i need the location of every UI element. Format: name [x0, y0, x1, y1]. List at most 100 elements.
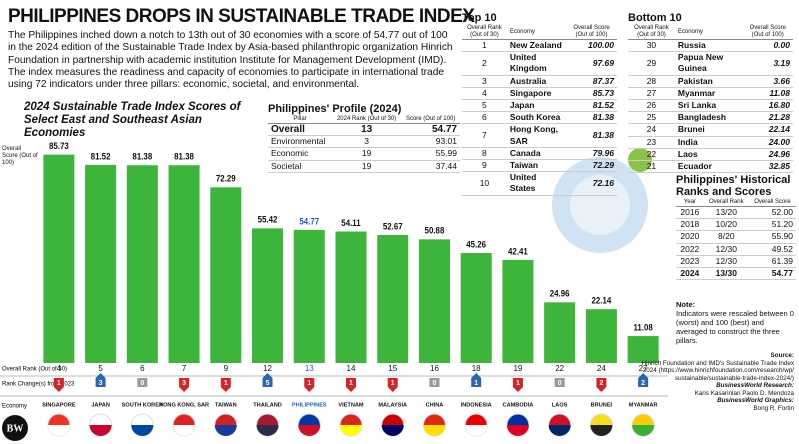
- table-cell: 19: [331, 147, 402, 161]
- bar: [377, 235, 409, 363]
- rank-change-badge: [220, 378, 231, 387]
- header-cell: Pillar: [268, 116, 332, 124]
- table-cell: 85.73: [566, 87, 617, 101]
- flag: [423, 425, 446, 436]
- table-cell: 27: [628, 87, 675, 101]
- x-tick-label: SINGAPORE: [42, 402, 76, 408]
- rank-change-arrow: [304, 387, 315, 392]
- row: 10 United States 72.16: [462, 171, 617, 196]
- rank: 12: [263, 364, 272, 373]
- rank-change-arrow: [596, 387, 607, 392]
- bar: [85, 164, 117, 363]
- table-cell: 7: [462, 123, 507, 148]
- flag: [173, 425, 196, 436]
- rank-change: 2: [599, 380, 603, 387]
- rank-change-badge: [262, 378, 273, 387]
- row: Economic 19 55.99: [268, 147, 460, 161]
- x-tick-label: CHINA: [426, 402, 444, 408]
- table-cell: 87.37: [566, 75, 617, 88]
- bar: [210, 187, 242, 363]
- table-cell: 6: [462, 111, 507, 125]
- rank-change-badge: [304, 378, 315, 387]
- table-cell: 81.38: [566, 111, 617, 125]
- rank-change-arrow: [95, 373, 106, 378]
- table-cell: 2022: [676, 243, 704, 256]
- row: 8 Canada 79.96: [462, 147, 617, 161]
- row: 25 Bangladesh 21.28: [628, 111, 793, 125]
- flag: [47, 425, 70, 436]
- bar: [126, 165, 158, 363]
- bar: [418, 239, 450, 363]
- value-label: 55.42: [258, 214, 278, 225]
- rank-change-badge: [179, 378, 190, 387]
- table-cell: 32.85: [742, 160, 793, 174]
- table-cell: Ecuador: [674, 160, 743, 174]
- header-row: Year Overall Rank Overall Score: [676, 199, 796, 207]
- table-cell: 54.77: [748, 267, 796, 281]
- table-cell: 37.44: [401, 160, 460, 173]
- rank: 7: [182, 364, 187, 373]
- row: 2023 12/30 61.39: [676, 255, 796, 269]
- description: The Philippines inched down a notch to 1…: [8, 30, 453, 91]
- flag: [131, 425, 154, 436]
- row: 27 Myanmar 11.08: [628, 87, 793, 101]
- rank-change: 0: [433, 380, 437, 387]
- rank-change-arrow: [220, 387, 231, 392]
- rank-change-badge: [471, 378, 482, 387]
- row: 5 Japan 81.52: [462, 99, 617, 113]
- x-tick-label: VIETNAM: [338, 402, 364, 408]
- row: 2024 13/30 54.77: [676, 267, 796, 281]
- rank: 13: [305, 364, 314, 373]
- rank-change-badge: [512, 378, 523, 387]
- value-label: 85.73: [49, 141, 69, 152]
- header-cell: 2024 Rank (Out of 30): [331, 116, 402, 124]
- table-cell: 13/30: [703, 267, 749, 281]
- rank-change: 1: [516, 380, 520, 387]
- bar: [460, 253, 492, 363]
- header-cell: Economy: [674, 25, 743, 40]
- row: 26 Sri Lanka 16.80: [628, 99, 793, 113]
- table-cell: 3: [462, 75, 507, 88]
- table-cell: United Kingdom: [506, 51, 566, 76]
- row: 1 New Zealand 100.00: [462, 39, 617, 53]
- rank-change-label: Rank Change(s) from 2023: [2, 382, 75, 388]
- rank-change-arrow: [638, 373, 649, 378]
- table-cell: 22: [628, 148, 675, 162]
- note-text: Indicators were rescaled between 0 (wors…: [676, 309, 794, 345]
- header-cell: Year: [676, 199, 704, 207]
- table: Pillar 2024 Rank (Out of 30) Score (Out of…: [268, 116, 460, 173]
- graphics-label: BusinessWorld Graphics:: [717, 397, 794, 404]
- header-row: Overall Rank (Out of 30) Economy Overall S…: [628, 25, 793, 40]
- value-label: 42.41: [508, 246, 528, 257]
- table-cell: 16.80: [742, 99, 793, 113]
- header-row: Overall Rank (Out of 30) Economy Overall S…: [462, 25, 617, 40]
- table-cell: 21.28: [742, 111, 793, 125]
- rank-change: 1: [349, 380, 353, 387]
- table-cell: Papua New Guinea: [674, 51, 743, 76]
- table-cell: 55.99: [401, 147, 460, 161]
- header-cell: Overall Score (Out of 100): [566, 25, 617, 40]
- table-cell: 72.29: [566, 159, 617, 173]
- table-cell: 55.90: [748, 230, 796, 244]
- x-tick-label: SOUTH KOREA: [122, 402, 163, 408]
- table: Overall Rank (Out of 30) Economy Overall S…: [462, 25, 617, 196]
- rank-change: 1: [307, 380, 311, 387]
- table: Overall Rank (Out of 30) Economy Overall S…: [628, 25, 793, 174]
- x-tick-label: HONG KONG, SAR: [159, 402, 209, 408]
- row: 3 Australia 87.37: [462, 75, 617, 88]
- x-tick-label: MYANMAR: [629, 402, 658, 408]
- flag: [590, 425, 613, 436]
- source-label: Source:: [770, 352, 794, 359]
- value-label: 45.26: [466, 239, 486, 250]
- flag: [340, 425, 362, 436]
- table-cell: United States: [506, 171, 566, 196]
- value-label: 81.38: [174, 151, 194, 162]
- table-cell: 12/30: [703, 255, 749, 269]
- table-cell: 2016: [676, 206, 704, 220]
- table-cell: 100.00: [566, 39, 617, 53]
- header-cell: Overall Score (Out of 100): [742, 25, 793, 40]
- table-cell: Myanmar: [674, 87, 743, 101]
- rank: 5: [98, 364, 103, 373]
- table-title: Philippines' Historical Ranks and Scores: [676, 174, 791, 198]
